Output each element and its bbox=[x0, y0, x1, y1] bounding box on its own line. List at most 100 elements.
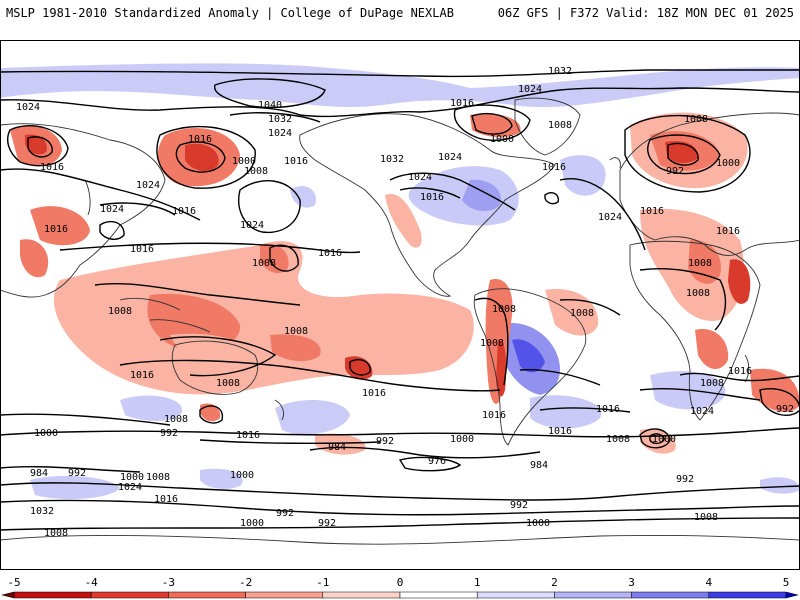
label-1016-spac2: 1016 bbox=[362, 388, 386, 399]
isobar-1032-pac bbox=[229, 112, 321, 123]
so-negative-1 bbox=[315, 433, 366, 455]
label-1032-arctic: 1032 bbox=[548, 66, 572, 77]
label-1016-na: 1016 bbox=[420, 192, 444, 203]
low-kamchatka-inner bbox=[27, 136, 53, 158]
colorbar-tick-label: 1 bbox=[474, 576, 481, 589]
aus-negative bbox=[170, 333, 255, 376]
label-1032-ant: 1032 bbox=[30, 506, 54, 517]
bering-negative-core bbox=[25, 134, 47, 155]
label-1000-greenland: 1000 bbox=[490, 134, 514, 145]
label-1008-aus: 1008 bbox=[216, 378, 240, 389]
so-positive-1 bbox=[30, 475, 120, 500]
coastlines bbox=[0, 97, 800, 545]
isobar-1016-sa-east bbox=[519, 368, 601, 386]
tropics-negative-belt bbox=[53, 241, 474, 395]
colorbar-cell bbox=[245, 591, 324, 599]
isobar-1016-spac bbox=[119, 359, 501, 392]
label-1024-pac: 1024 bbox=[268, 128, 292, 139]
label-1024-far-so: 1024 bbox=[118, 482, 142, 493]
label-1032-na: 1032 bbox=[380, 154, 404, 165]
low-atl-small bbox=[544, 192, 559, 205]
isobar-1016-na bbox=[389, 172, 516, 211]
label-984-far-so: 984 bbox=[30, 468, 48, 479]
australia-outline bbox=[171, 340, 259, 395]
colorbar-cell bbox=[554, 591, 632, 599]
isobar-976-so bbox=[398, 456, 462, 472]
low-aleutian-inner bbox=[175, 141, 226, 173]
label-1008-sa: 1008 bbox=[492, 304, 516, 315]
arctic-positive-band bbox=[0, 63, 800, 108]
colorbar-tick-label: 5 bbox=[783, 576, 790, 589]
label-1024-atl: 1024 bbox=[598, 212, 622, 223]
colorbar-ticks: -5 -4 -3 -2 -1 0 1 2 3 4 5 bbox=[7, 576, 789, 589]
label-992-so3: 992 bbox=[676, 474, 694, 485]
label-1024-greenland: 1024 bbox=[518, 84, 542, 95]
label-1000-so2: 1000 bbox=[450, 434, 474, 445]
label-1008-far-so: 1008 bbox=[146, 472, 170, 483]
colorbar-tick-label: 3 bbox=[628, 576, 635, 589]
spcz-negative bbox=[270, 334, 321, 362]
label-1000-ant2: 1000 bbox=[526, 518, 550, 529]
negative-anomaly-shading bbox=[10, 112, 800, 455]
label-1008-ant2: 1008 bbox=[694, 512, 718, 523]
low-nw-pac bbox=[99, 220, 125, 240]
isobar-984-so bbox=[309, 446, 541, 459]
japan-negative bbox=[30, 206, 90, 246]
model-run-info: 06Z GFS | F372 Valid: 18Z MON DEC 01 202… bbox=[497, 6, 794, 20]
label-1016-africa: 1016 bbox=[640, 206, 664, 217]
colorbar-cell bbox=[168, 591, 246, 599]
satl-positive bbox=[530, 395, 602, 429]
map-title: MSLP 1981-2010 Standardized Anomaly | Co… bbox=[6, 6, 454, 20]
colorbar-cell bbox=[708, 591, 787, 599]
colorbar-min-arrow bbox=[1, 591, 15, 599]
safrica-negative bbox=[695, 329, 729, 370]
low-kamchatka bbox=[7, 125, 69, 167]
isobar-1032-arctic bbox=[0, 69, 800, 78]
label-1024-sio: 1024 bbox=[690, 406, 714, 417]
colorbar-cells bbox=[1, 591, 799, 599]
na-positive-core bbox=[462, 179, 501, 212]
colorbar-tick-label: 4 bbox=[705, 576, 712, 589]
label-1024-asia2: 1024 bbox=[100, 204, 124, 215]
isobar-992-so bbox=[199, 439, 381, 445]
colorbar-tick-label: -1 bbox=[316, 576, 329, 589]
isobar-1016-satl bbox=[539, 407, 631, 413]
colorbar-max-arrow bbox=[785, 591, 799, 599]
label-1016-pac3: 1016 bbox=[172, 206, 196, 217]
alaska-negative-core bbox=[185, 143, 219, 172]
isobar-984-far-so bbox=[0, 465, 141, 473]
label-1016-ross: 1016 bbox=[154, 494, 178, 505]
label-1016-arctic: 1016 bbox=[450, 98, 474, 109]
low-so-2-inner bbox=[649, 433, 665, 445]
colorbar-cell bbox=[631, 591, 710, 599]
label-1016-india: 1016 bbox=[44, 224, 68, 235]
label-1024-pac: 1024 bbox=[240, 220, 264, 231]
north-america-outline bbox=[299, 113, 556, 297]
label-1008-ant: 1008 bbox=[44, 528, 68, 539]
colorbar-cell bbox=[322, 591, 401, 599]
antarctica-outline bbox=[0, 535, 800, 545]
colorbar-tick-label: -4 bbox=[85, 576, 99, 589]
isobar-1008-so bbox=[0, 413, 171, 426]
isobar-1024-sio bbox=[639, 387, 761, 401]
greenland-outline bbox=[514, 97, 581, 156]
label-1024-na: 1024 bbox=[438, 152, 462, 163]
label-1000-far-so: 1000 bbox=[120, 472, 144, 483]
isobar-1008-brazil bbox=[559, 298, 621, 316]
label-1008-so3: 1008 bbox=[606, 434, 630, 445]
atlantic-positive bbox=[560, 155, 606, 196]
label-1016-asia: 1016 bbox=[40, 162, 64, 173]
label-1008-indopac: 1008 bbox=[108, 306, 132, 317]
label-1008-europe: 1008 bbox=[684, 114, 708, 125]
isobar-1008-indopac bbox=[94, 282, 301, 306]
label-1016-so: 1016 bbox=[236, 430, 260, 441]
low-greenland-inner bbox=[471, 112, 513, 135]
east-africa-negative bbox=[728, 259, 751, 304]
label-1008-nw-pac: 1008 bbox=[164, 414, 188, 425]
label-992-ant2: 992 bbox=[318, 518, 336, 529]
india-negative bbox=[20, 239, 49, 278]
japan-outline bbox=[84, 179, 91, 216]
label-992-so: 992 bbox=[160, 428, 178, 439]
label-1008-atl: 1008 bbox=[548, 120, 572, 131]
antarctic-trough-2 bbox=[0, 499, 800, 516]
